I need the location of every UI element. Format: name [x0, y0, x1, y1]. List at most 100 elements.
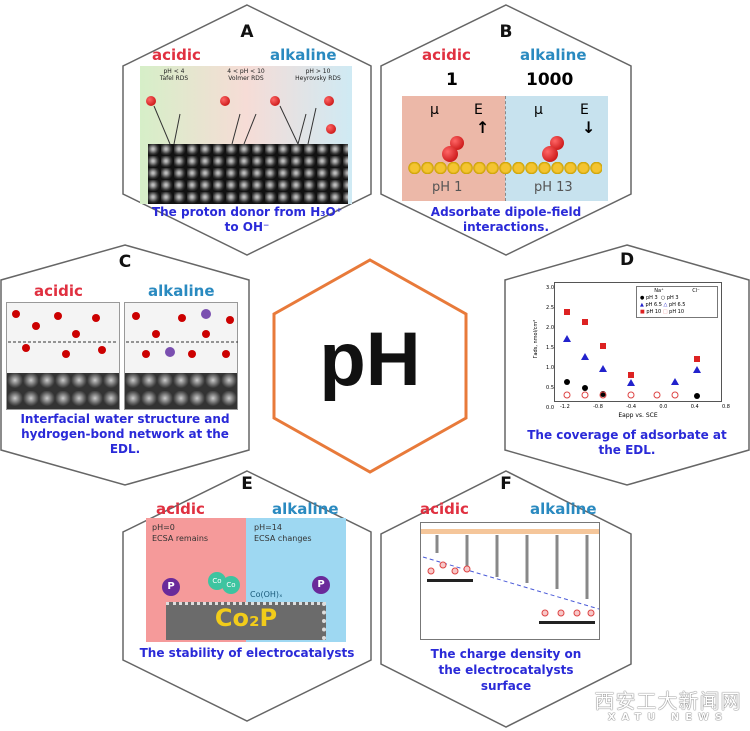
region-2-rds: Volmer RDS: [228, 75, 264, 82]
mu-left: μ: [430, 102, 439, 118]
panel-a-acidic: acidic: [152, 46, 201, 64]
marker: [582, 385, 588, 391]
panel-a-illustration: pH < 4 Tafel RDS 4 < pH < 10 Volmer RDS pH…: [140, 66, 352, 204]
marker: [694, 356, 700, 362]
marker: [564, 379, 570, 385]
panel-b-alkaline: alkaline: [520, 46, 587, 64]
right-note: ECSA changes: [254, 534, 312, 543]
plot-markers: [563, 309, 701, 399]
x-tick: -1.2: [560, 404, 570, 410]
panel-d-caption: The coverage of adsorbate at the EDL.: [504, 428, 750, 458]
panel-a-alkaline: alkaline: [270, 46, 337, 64]
region-1: pH < 4 Tafel RDS: [144, 68, 204, 82]
legend-col-cl: Cl⁻: [692, 288, 700, 294]
y-axis-label: Γads, nmol/cm²: [533, 319, 539, 359]
marker: [600, 343, 606, 349]
y-ticks: 3.0 2.5 2.0 1.5 1.0 0.5 0.0: [538, 278, 554, 418]
region-2: 4 < pH < 10 Volmer RDS: [216, 68, 276, 82]
panel-e-alkaline: alkaline: [272, 500, 339, 518]
panel-c-letter: C: [118, 252, 132, 272]
ph-label: pH: [319, 317, 421, 402]
marker: [693, 366, 701, 373]
x-axis-label: Eapp vs. SCE: [618, 412, 658, 419]
panel-f-acidic: acidic: [420, 500, 469, 518]
cobalt-hydroxide-label: Co(OH)ₓ: [250, 590, 283, 599]
marker: [581, 391, 589, 399]
panel-e-letter: E: [241, 474, 253, 494]
panel-b-letter: B: [499, 22, 513, 42]
marker: [671, 391, 679, 399]
marker: [582, 319, 588, 325]
x-tick: -0.8: [593, 404, 603, 410]
caption-line-1: Interfacial water structure and: [20, 412, 230, 426]
caption-line-1: The proton donor from H₃O⁺: [151, 205, 343, 219]
marker: [599, 391, 607, 399]
x-tick: -0.4: [626, 404, 637, 410]
caption-line-2: the EDL.: [598, 443, 656, 457]
arrow-up-icon: ↑: [476, 118, 490, 137]
charge-density-plot: [420, 522, 600, 640]
ph-left-label: pH 1: [432, 180, 463, 195]
left-ph: pH=0: [152, 523, 175, 532]
ratio-right: 1000: [526, 70, 574, 90]
caption-line-2: the electrocatalysts: [438, 663, 574, 677]
y-tick: 0.0: [546, 405, 554, 411]
marker: [563, 335, 571, 342]
marker: [563, 391, 571, 399]
region-3-rds: Heyrovsky RDS: [295, 75, 341, 82]
watermark: 西安工大新闻网 XATU NEWS: [588, 690, 748, 723]
plot-legend: Na⁺ Cl⁻ ● pH 3 ○ pH 3 ▲ pH 6.5 △ pH 6.5 ■…: [636, 286, 718, 318]
y-tick: 3.0: [546, 285, 554, 291]
caption-line-1: The stability of electrocatalysts: [139, 646, 355, 660]
panel-f: F acidic alkaline The charge density on t…: [380, 470, 632, 728]
marker: [653, 391, 661, 399]
panel-f-alkaline: alkaline: [530, 500, 597, 518]
center-hexagon-border: [272, 258, 468, 474]
e-left: E: [474, 102, 483, 118]
catalyst-surface: [148, 144, 348, 204]
panel-b: B acidic alkaline 1 1000 μ E μ E ↑ ↓ pH …: [380, 4, 632, 256]
legend-entry: pH 3: [666, 295, 679, 301]
legend-entry: pH 6.5: [645, 302, 662, 308]
legend-entry: pH 3: [645, 295, 658, 301]
ratio-left: 1: [446, 70, 458, 90]
mu-right: μ: [534, 102, 543, 118]
phosphorus-left: P: [162, 578, 180, 596]
panel-e: E acidic alkaline pH=0 ECSA remains pH=14…: [122, 470, 372, 722]
region-1-ph: pH < 4: [163, 68, 185, 75]
ph-right-label: pH 13: [534, 180, 573, 195]
watermark-cn: 西安工大新闻网: [594, 689, 742, 713]
watermark-en: XATU NEWS: [607, 712, 729, 723]
arrow-down-icon: ↓: [582, 118, 596, 137]
coverage-plot: [554, 282, 722, 402]
caption-line-1: The charge density on: [430, 647, 582, 661]
caption-line-1: The coverage of adsorbate at: [527, 428, 727, 442]
x-ticks: -1.2 -0.8 -0.4 0.0 0.4 0.8: [560, 404, 730, 410]
marker: [671, 378, 679, 385]
panel-f-letter: F: [500, 474, 512, 494]
marker: [694, 393, 700, 399]
reaction-arrows: [153, 105, 317, 145]
y-tick: 2.5: [546, 305, 554, 311]
region-1-rds: Tafel RDS: [159, 75, 189, 82]
dipole-illustration: μ E μ E ↑ ↓ pH 1 pH 13: [402, 96, 608, 201]
marker: [627, 379, 635, 386]
left-note: ECSA remains: [152, 534, 209, 543]
phosphorus-right: P: [312, 576, 330, 594]
center-ph-hexagon: pH: [272, 258, 468, 474]
cobalt-atom: Co: [222, 576, 240, 594]
region-3: pH > 10 Heyrovsky RDS: [286, 68, 350, 82]
marker: [599, 365, 607, 372]
caption-line-1: Adsorbate dipole-field: [430, 205, 582, 219]
marker: [581, 353, 589, 360]
panel-a-letter: A: [240, 22, 254, 42]
region-3-ph: pH > 10: [305, 68, 331, 75]
panel-d-letter: D: [619, 250, 635, 270]
marker: [627, 391, 635, 399]
co2p-block: [166, 602, 326, 640]
y-tick: 1.5: [546, 345, 554, 351]
region-2-ph: 4 < pH < 10: [227, 68, 265, 75]
panel-a: A acidic alkaline pH < 4 Tafel RDS 4 < pH…: [122, 4, 372, 256]
e-right: E: [580, 102, 589, 118]
marker: [628, 372, 634, 378]
